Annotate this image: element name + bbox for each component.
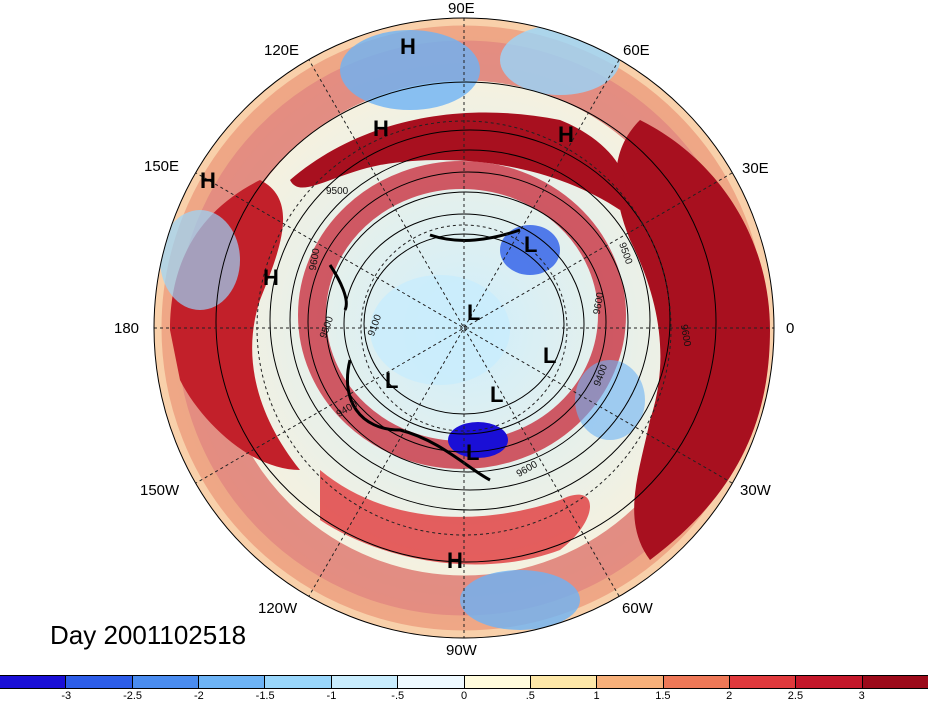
high-pressure-marker: H (558, 122, 574, 147)
lon-label-0: 0 (786, 320, 795, 337)
high-pressure-marker: H (263, 265, 279, 290)
lon-label-60e: 60E (623, 42, 650, 59)
low-pressure-marker: L (466, 440, 480, 465)
colorbar-segment (398, 676, 465, 688)
colorbar-ticks: -3 -2.5 -2 -1.5 -1 -.5 0 .5 1 1.5 2 2.5 3 (0, 690, 928, 702)
colorbar-segment (663, 676, 730, 688)
anomaly-field (154, 18, 774, 638)
lon-label-90w: 90W (446, 642, 477, 659)
colorbar-tick-label: -1 (326, 690, 337, 702)
day-title: Day 2001102518 (50, 620, 247, 650)
colorbar-tick-label: 2.5 (787, 690, 804, 702)
low-pressure-marker: L (385, 368, 399, 393)
high-pressure-marker: H (400, 34, 416, 59)
colorbar-tick-label: .5 (525, 690, 535, 702)
colorbar-segment (199, 676, 266, 688)
colorbar-tick-label: 1.5 (655, 690, 671, 702)
colorbar-tick-label: -2 (193, 690, 204, 702)
low-pressure-marker: L (524, 232, 538, 257)
colorbar-tick-label: 3 (858, 690, 865, 702)
lon-label-30e: 30E (742, 160, 769, 177)
colorbar-tick-label: -2.5 (123, 690, 143, 702)
low-pressure-marker: L (467, 300, 481, 325)
colorbar-segment (464, 676, 531, 688)
contour-label: 9500 (326, 186, 349, 197)
colorbar-tick-label: -.5 (391, 690, 405, 702)
colorbar-segment (331, 676, 399, 688)
lon-label-120w: 120W (258, 600, 298, 617)
colorbar-segment (597, 676, 664, 688)
lon-label-150w: 150W (140, 482, 180, 499)
low-pressure-marker: L (543, 343, 557, 368)
colorbar-segment (862, 676, 928, 688)
colorbar-segment (132, 676, 200, 688)
colorbar-tick-label: 2 (726, 690, 733, 702)
colorbar-segment (796, 676, 863, 688)
lon-label-60w: 60W (622, 600, 653, 617)
lon-label-30w: 30W (740, 482, 771, 499)
colorbar-segment (66, 676, 133, 688)
lon-label-90e: 90E (448, 0, 475, 17)
high-pressure-marker: H (447, 548, 463, 573)
low-pressure-marker: L (490, 382, 504, 407)
high-pressure-marker: H (200, 168, 216, 193)
lon-label-180: 180 (114, 320, 140, 337)
colorbar-segment (265, 676, 332, 688)
colorbar (0, 675, 928, 689)
colorbar-tick-label: -3 (61, 690, 72, 702)
polar-map (153, 17, 775, 639)
colorbar-segment (729, 676, 797, 688)
lon-label-120e: 120E (264, 42, 300, 59)
map-border (153, 17, 775, 639)
high-pressure-marker: H (373, 116, 389, 141)
colorbar-tick-label: 1 (593, 690, 600, 702)
colorbar-segment (0, 676, 67, 688)
colorbar-segment (530, 676, 598, 688)
lon-label-150e: 150E (144, 158, 180, 175)
colorbar-tick-label: -1.5 (255, 690, 275, 702)
colorbar-tick-label: 0 (460, 690, 468, 702)
